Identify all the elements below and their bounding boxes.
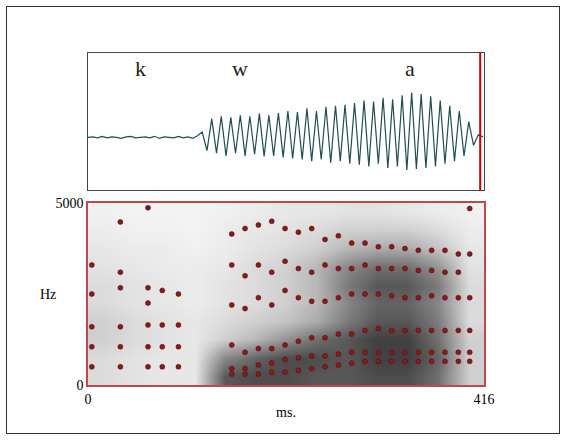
svg-text:k: k [135, 56, 146, 81]
svg-text:w: w [232, 56, 248, 81]
svg-text:416: 416 [474, 392, 495, 407]
svg-text:0: 0 [85, 392, 92, 407]
svg-text:ms.: ms. [276, 405, 296, 420]
svg-text:0: 0 [76, 378, 83, 393]
svg-text:5000: 5000 [55, 196, 83, 211]
svg-text:Hz: Hz [40, 287, 56, 302]
svg-text:a: a [405, 56, 415, 81]
